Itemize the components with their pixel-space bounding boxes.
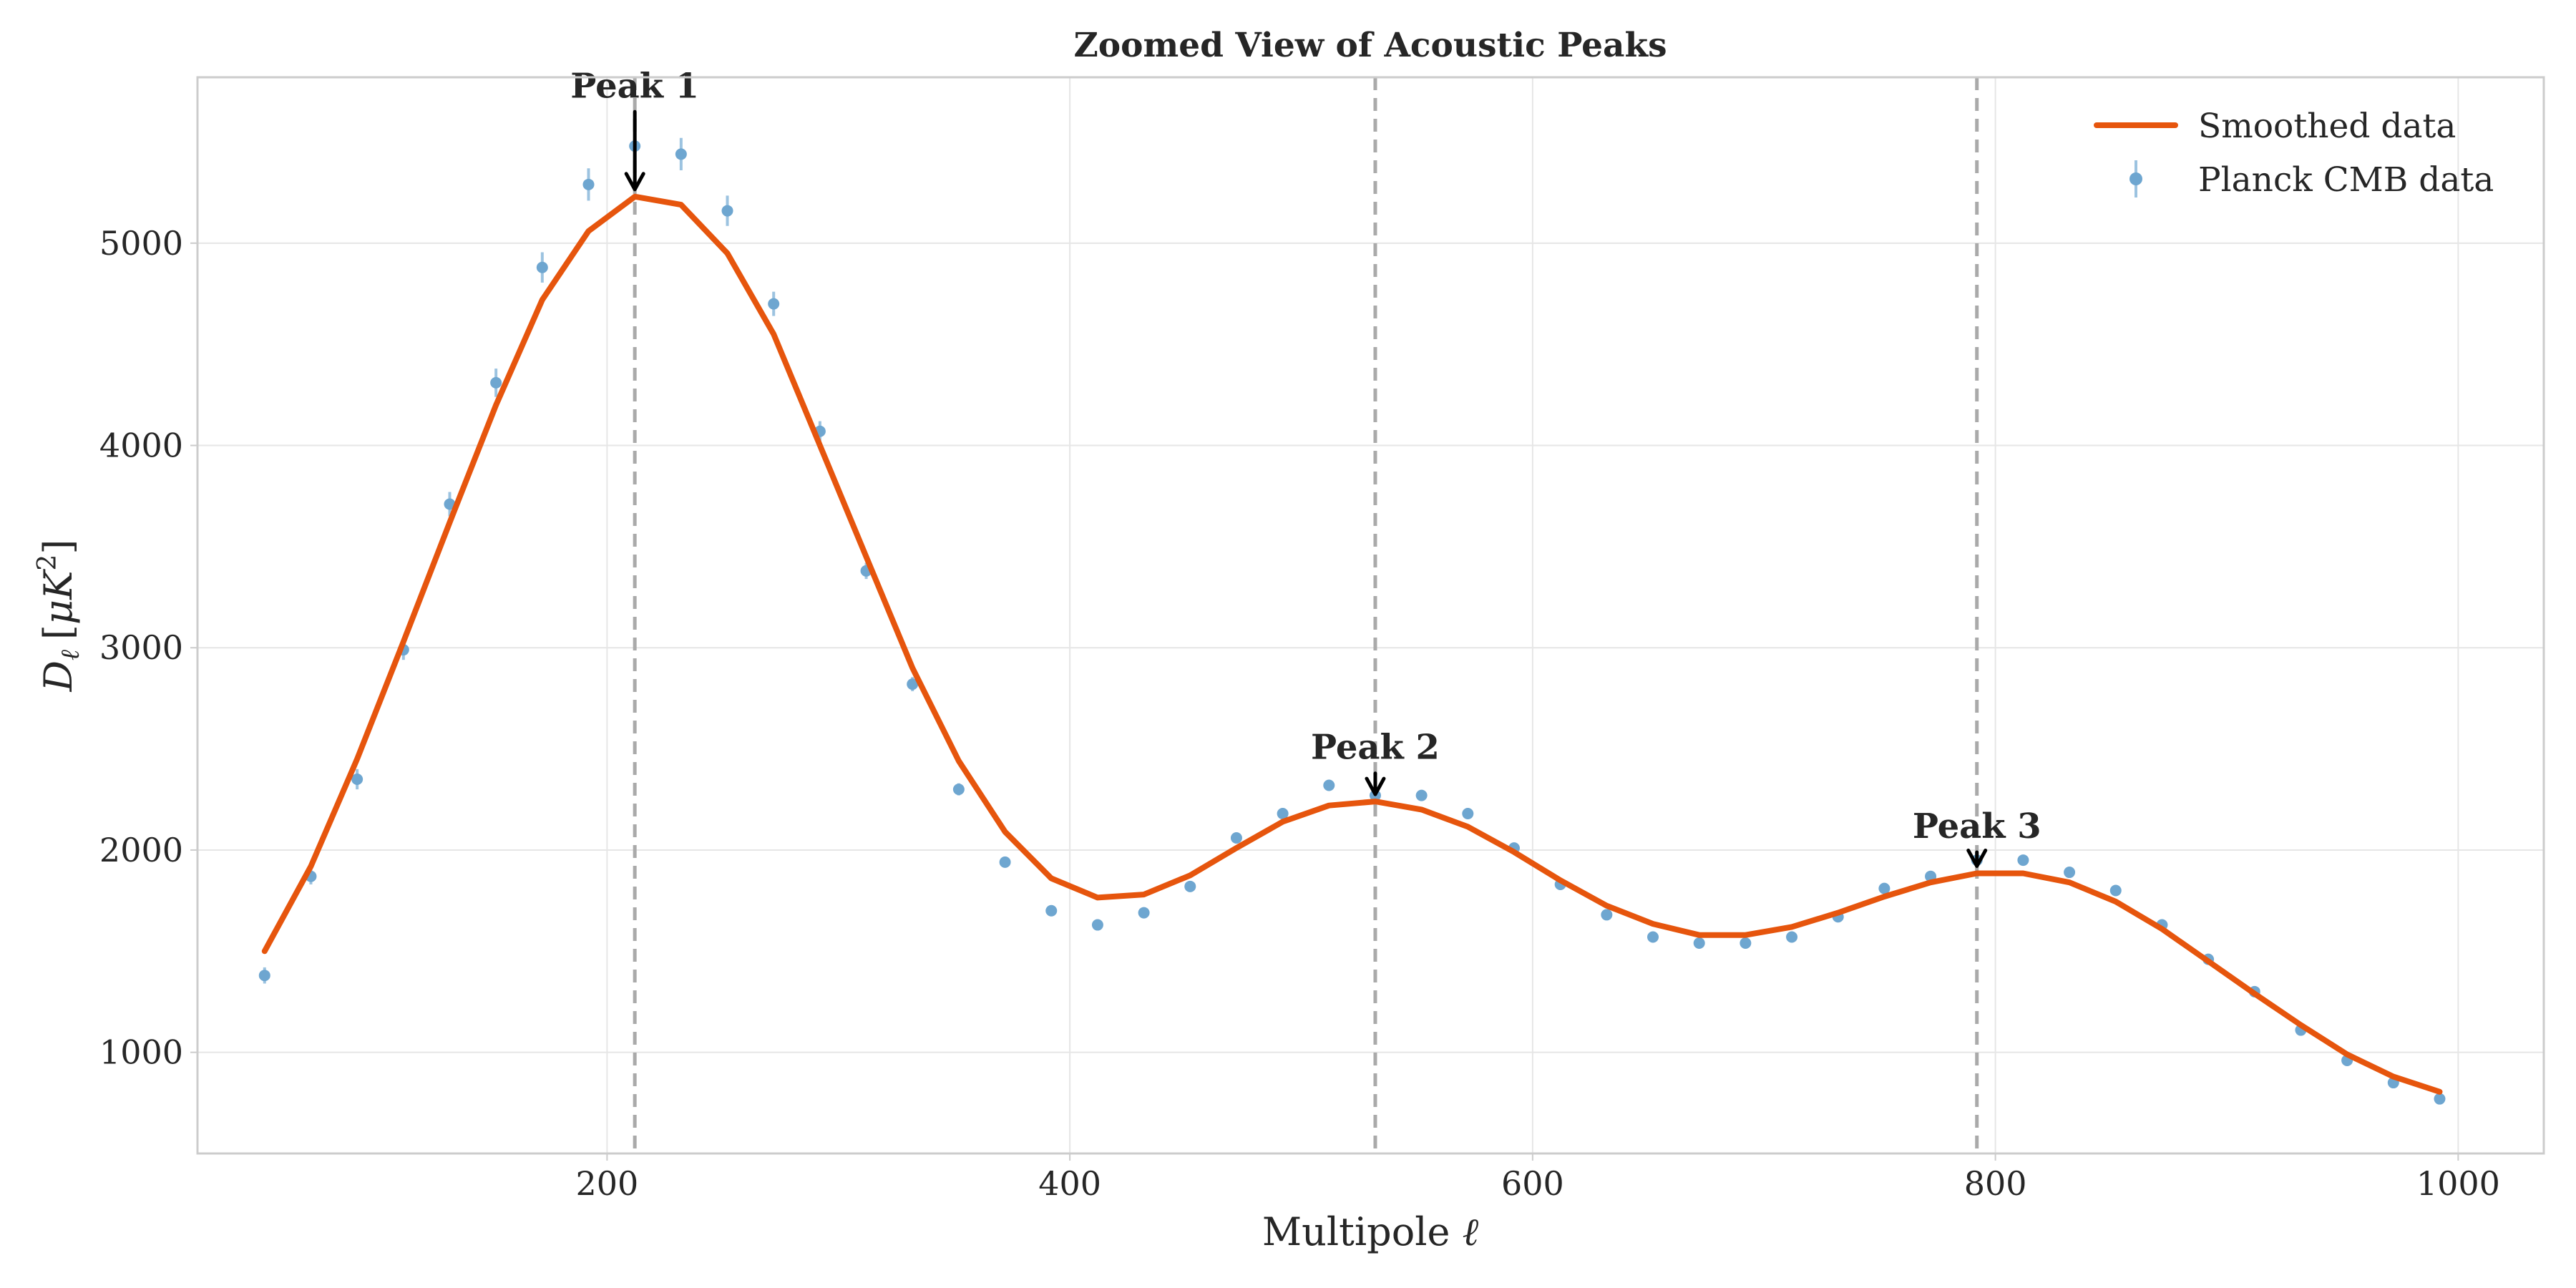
x-tick-label: 200 xyxy=(575,1164,638,1203)
data-point xyxy=(2017,854,2029,867)
x-tick-label: 600 xyxy=(1501,1164,1564,1203)
x-axis-label-text: Multipole xyxy=(1262,1209,1450,1254)
data-point xyxy=(907,678,919,691)
data-point xyxy=(1415,789,1428,801)
data-point xyxy=(582,178,595,190)
data-point xyxy=(1878,882,1890,894)
x-tick-label: 400 xyxy=(1038,1164,1101,1203)
y-tick-label: 3000 xyxy=(99,628,183,667)
y-axis-ticks: 1000 2000 3000 4000 5000 xyxy=(99,224,197,1072)
data-point xyxy=(490,376,502,389)
data-point xyxy=(1045,904,1058,917)
y-axis-label-exp: 2 xyxy=(33,555,62,571)
data-point xyxy=(1091,919,1103,931)
y-axis-label-close: ] xyxy=(36,540,81,555)
data-point xyxy=(1786,931,1798,943)
y-tick-label: 4000 xyxy=(99,426,183,465)
chart-title: Zoomed View of Acoustic Peaks xyxy=(1073,26,1667,65)
data-point xyxy=(1601,909,1613,921)
data-point xyxy=(536,261,548,273)
data-point xyxy=(768,298,780,310)
x-tick-label: 800 xyxy=(1964,1164,2027,1203)
x-axis-label-symbol: ℓ xyxy=(1463,1209,1479,1254)
legend-planck-label: Planck CMB data xyxy=(2198,160,2494,200)
data-point xyxy=(1277,808,1289,820)
data-point xyxy=(1462,808,1474,820)
peak-label: Peak 3 xyxy=(1913,806,2041,847)
data-point xyxy=(1138,907,1150,919)
data-point xyxy=(999,856,1011,868)
y-axis-label-mu: μ xyxy=(36,600,81,625)
data-points xyxy=(258,140,2446,1105)
peak-label: Peak 1 xyxy=(570,66,699,106)
smoothed-data-line xyxy=(261,193,2443,1095)
peak-arrow xyxy=(624,109,645,192)
peak-arrow xyxy=(1365,771,1386,796)
legend-smoothed-label: Smoothed data xyxy=(2198,107,2456,146)
y-axis-label-symbol: D xyxy=(36,660,81,692)
data-point xyxy=(2109,884,2122,897)
y-axis-label-open: [ xyxy=(36,625,81,640)
data-point xyxy=(1184,880,1196,892)
data-point xyxy=(351,773,364,785)
x-tick-label: 1000 xyxy=(2416,1164,2500,1203)
peak-lines xyxy=(633,77,1979,1153)
data-point xyxy=(721,205,733,217)
peak-label: Peak 2 xyxy=(1311,728,1440,768)
data-point xyxy=(444,498,456,510)
grid xyxy=(197,77,2544,1153)
data-point xyxy=(1323,779,1335,791)
x-axis-label: Multipole ℓ xyxy=(1262,1209,1479,1254)
legend-planck-swatch xyxy=(2129,172,2142,185)
y-tick-label: 2000 xyxy=(99,831,183,869)
data-point xyxy=(1740,937,1752,949)
y-axis-label-subscript: ℓ xyxy=(56,650,85,660)
plot-frame xyxy=(196,76,2545,1155)
y-tick-label: 5000 xyxy=(99,224,183,263)
data-point xyxy=(2064,867,2076,879)
y-axis-label-k: K xyxy=(36,569,81,600)
peak-annotations: Peak 1 Peak 2 Peak 3 xyxy=(570,66,2041,847)
data-point xyxy=(1230,831,1242,844)
data-point xyxy=(1693,937,1705,949)
peak-arrow xyxy=(1966,848,1988,868)
data-point xyxy=(2434,1093,2446,1105)
legend: Smoothed data Planck CMB data xyxy=(2094,107,2494,200)
data-point xyxy=(1647,931,1659,943)
x-axis-ticks: 200 400 600 800 1000 xyxy=(575,1153,2500,1203)
data-point xyxy=(258,970,270,982)
y-tick-label: 1000 xyxy=(99,1033,183,1072)
y-axis-label: Dℓ [μK2] xyxy=(33,540,85,693)
data-point xyxy=(675,148,687,160)
data-point xyxy=(952,784,965,796)
peak-arrows xyxy=(624,109,1988,868)
